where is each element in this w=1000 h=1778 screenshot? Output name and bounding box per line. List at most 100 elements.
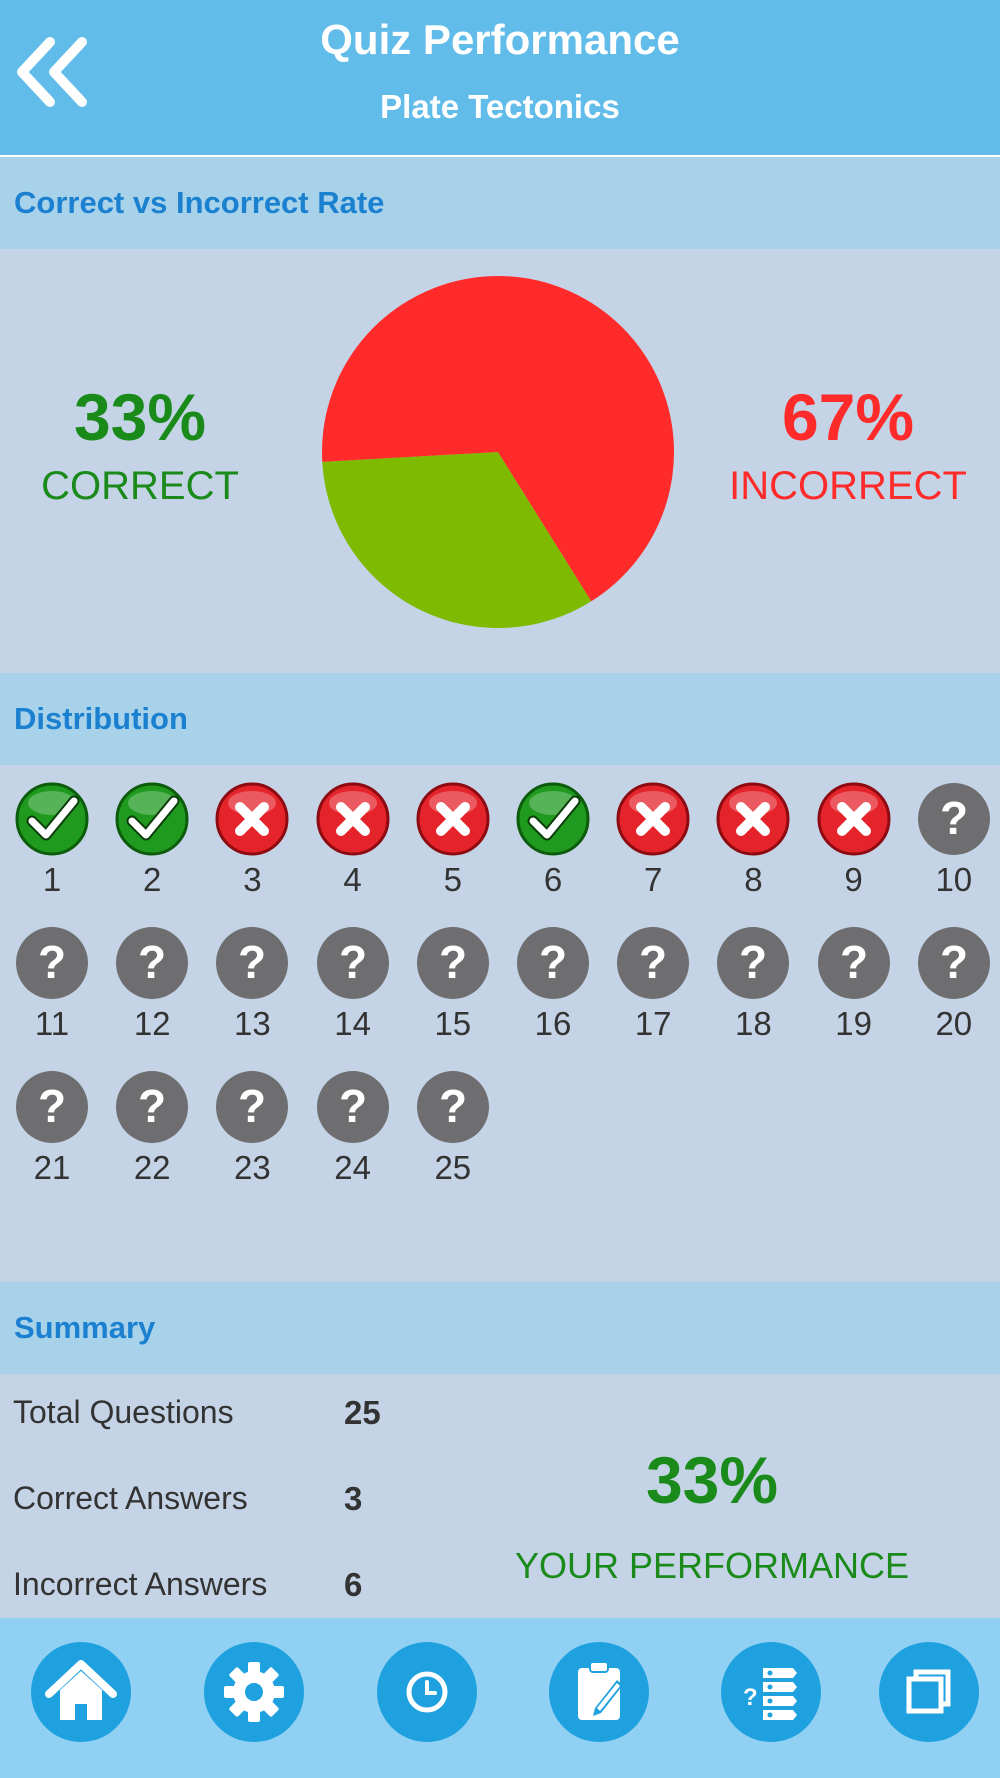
question-icon: ?	[416, 927, 489, 999]
question-icon: ?	[416, 1071, 489, 1143]
svg-text:?: ?	[38, 1080, 66, 1132]
incorrect-answers-label: Incorrect Answers	[13, 1566, 268, 1602]
question-number: 25	[434, 1149, 472, 1186]
question-2[interactable]: 2	[102, 781, 202, 921]
question-icon: ?	[917, 783, 990, 855]
svg-text:?: ?	[339, 1080, 367, 1132]
question-icon: ?	[517, 927, 589, 999]
check-icon	[15, 782, 89, 856]
question-19[interactable]: ? 19	[804, 925, 904, 1065]
bottom-navigation: ?	[0, 1618, 1000, 1778]
total-questions-label: Total Questions	[13, 1394, 234, 1430]
svg-text:?: ?	[539, 936, 567, 988]
question-10[interactable]: ? 10	[904, 781, 1000, 921]
question-3[interactable]: 3	[202, 781, 302, 921]
question-13[interactable]: ? 13	[202, 925, 302, 1065]
question-number: 23	[234, 1149, 271, 1186]
question-number: 19	[835, 1005, 872, 1042]
app-header: Quiz Performance Plate Tectonics	[0, 0, 1000, 157]
incorrect-caption: INCORRECT	[729, 464, 967, 508]
cross-icon	[817, 782, 891, 856]
rate-panel: 33% CORRECT 67% INCORRECT	[0, 249, 1000, 670]
question-number: 6	[543, 861, 563, 898]
pie-slice-correct	[322, 452, 592, 629]
total-questions-value: 25	[344, 1394, 381, 1431]
double-chevron-left-icon	[17, 37, 87, 107]
cross-icon	[716, 782, 790, 856]
question-11[interactable]: ? 11	[2, 925, 102, 1065]
history-button[interactable]	[377, 1642, 477, 1742]
question-17[interactable]: ? 17	[603, 925, 703, 1065]
back-button[interactable]	[16, 34, 92, 110]
svg-text:?: ?	[743, 1684, 758, 1711]
question-icon: ?	[316, 927, 389, 999]
svg-text:?: ?	[238, 1080, 266, 1132]
svg-text:?: ?	[138, 1080, 166, 1132]
question-number: 17	[634, 1005, 672, 1042]
cross-icon	[416, 782, 490, 856]
question-1[interactable]: 1	[2, 781, 102, 921]
question-number: 5	[443, 861, 462, 898]
question-8[interactable]: 8	[703, 781, 803, 921]
svg-text:?: ?	[339, 936, 367, 988]
incorrect-percentage: 67%	[781, 380, 915, 454]
question-6[interactable]: 6	[503, 781, 603, 921]
question-14[interactable]: ? 14	[303, 925, 403, 1065]
svg-text:?: ?	[940, 792, 968, 844]
question-15[interactable]: ? 15	[403, 925, 503, 1065]
question-list-button[interactable]: ?	[721, 1642, 821, 1742]
question-23[interactable]: ? 23	[202, 1069, 302, 1209]
question-16[interactable]: ? 16	[503, 925, 603, 1065]
question-number: 22	[133, 1149, 171, 1186]
copy-icon	[906, 1669, 951, 1714]
question-number: 15	[434, 1005, 472, 1042]
question-4[interactable]: 4	[303, 781, 403, 921]
summary-panel	[0, 1374, 1000, 1618]
settings-button[interactable]	[204, 1642, 304, 1742]
performance-caption: YOUR PERFORMANCE	[514, 1545, 910, 1586]
question-number: 18	[735, 1005, 772, 1042]
copy-button[interactable]	[879, 1642, 979, 1742]
question-number: 14	[334, 1005, 371, 1042]
question-number: 24	[334, 1149, 371, 1186]
question-icon: ?	[16, 1071, 88, 1143]
svg-text:?: ?	[639, 936, 667, 988]
question-18[interactable]: ? 18	[703, 925, 803, 1065]
distribution-panel: 1 2 3 4 5 6 7 8 9? 10? 11? 12? 13? 14? 15? 16? 17? 18? 19?…	[0, 765, 1000, 1280]
question-number: 11	[34, 1005, 70, 1042]
question-7[interactable]: 7	[603, 781, 703, 921]
summary-section-header: Summary	[0, 1282, 1000, 1374]
correct-answers-label: Correct Answers	[13, 1480, 248, 1516]
clipboard-edit-icon	[578, 1661, 623, 1720]
home-button[interactable]	[31, 1642, 131, 1742]
question-9[interactable]: 9	[804, 781, 904, 921]
question-number: 12	[133, 1005, 171, 1042]
question-number: 1	[42, 861, 62, 898]
question-icon: ?	[316, 1071, 389, 1143]
svg-text:?: ?	[439, 1080, 467, 1132]
question-icon: ?	[116, 927, 189, 999]
question-12[interactable]: ? 12	[102, 925, 202, 1065]
question-icon: ?	[116, 1071, 189, 1143]
svg-text:?: ?	[840, 936, 868, 988]
question-21[interactable]: ? 21	[2, 1069, 102, 1209]
question-icon: ?	[16, 927, 88, 999]
correct-caption: CORRECT	[41, 464, 239, 508]
question-22[interactable]: ? 22	[102, 1069, 202, 1209]
svg-text:?: ?	[238, 936, 266, 988]
question-5[interactable]: 5	[403, 781, 503, 921]
question-icon: ?	[817, 927, 890, 999]
quiz-button[interactable]	[549, 1642, 649, 1742]
quiz-list-icon: ?	[743, 1668, 797, 1720]
question-icon: ?	[717, 927, 790, 999]
svg-text:?: ?	[940, 936, 968, 988]
question-number: 7	[644, 861, 663, 898]
question-24[interactable]: ? 24	[303, 1069, 403, 1209]
svg-text:?: ?	[439, 936, 467, 988]
question-25[interactable]: ? 25	[403, 1069, 503, 1209]
question-number: 13	[234, 1005, 271, 1042]
question-20[interactable]: ? 20	[904, 925, 1000, 1065]
incorrect-answers-value: 6	[344, 1566, 363, 1603]
gear-icon	[224, 1662, 284, 1722]
question-number: 21	[33, 1149, 71, 1186]
